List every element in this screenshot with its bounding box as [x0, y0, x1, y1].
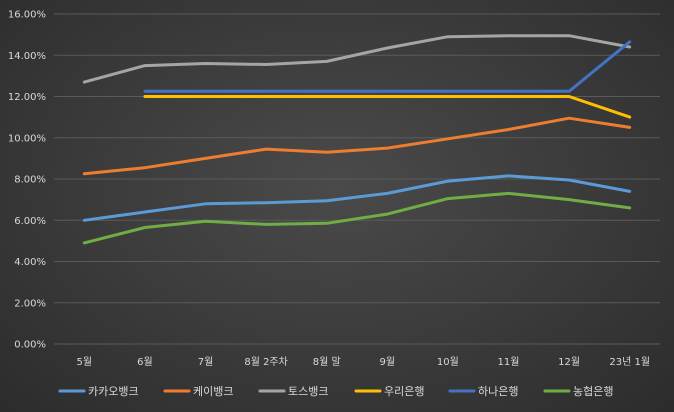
legend-label: 우리은행: [384, 385, 424, 398]
y-tick-label: 0.00%: [14, 340, 46, 351]
y-tick-label: 6.00%: [14, 216, 46, 227]
legend-label: 토스뱅크: [288, 385, 328, 398]
y-tick-label: 14.00%: [8, 51, 46, 62]
x-axis-tick-labels: 5월 6월 7월 8월 2주차 8월 말 9월 10월 11월 12월 23년 1월: [77, 356, 651, 368]
x-tick-label: 8월 2주차: [244, 356, 288, 368]
series-line-2: [82, 34, 632, 84]
x-tick-label: 7월: [198, 356, 214, 368]
series-line-4: [143, 40, 632, 93]
series-line-5: [82, 191, 632, 245]
y-tick-label: 10.00%: [8, 133, 46, 144]
x-tick-label: 12월: [558, 356, 580, 368]
x-tick-label: 6월: [137, 356, 153, 368]
y-axis-tick-labels: 0.00% 2.00% 4.00% 6.00% 8.00% 10.00% 12.00% 14.…: [8, 10, 46, 351]
series-line-3: [143, 95, 632, 119]
y-tick-label: 8.00%: [14, 175, 46, 186]
legend: 카카오뱅크 케이뱅크 토스뱅크 우리은행 하나은행 농협은행: [58, 384, 613, 398]
x-tick-label: 23년 1월: [609, 356, 650, 368]
series-line-1: [82, 116, 632, 176]
legend-label: 카카오뱅크: [88, 385, 139, 398]
legend-label: 하나은행: [478, 384, 518, 398]
legend-label: 농협은행: [573, 385, 613, 398]
y-tick-label: 2.00%: [14, 298, 46, 309]
y-tick-label: 4.00%: [14, 257, 46, 268]
series-line-0: [82, 174, 632, 222]
y-tick-label: 16.00%: [8, 10, 46, 21]
legend-label: 케이뱅크: [193, 385, 233, 398]
x-tick-label: 10월: [437, 356, 459, 368]
x-tick-label: 5월: [77, 356, 93, 368]
y-tick-label: 12.00%: [8, 92, 46, 103]
x-tick-label: 11월: [498, 356, 520, 368]
x-tick-label: 9월: [380, 356, 396, 368]
x-tick-label: 8월 말: [313, 356, 341, 368]
series-lines: [82, 34, 632, 245]
